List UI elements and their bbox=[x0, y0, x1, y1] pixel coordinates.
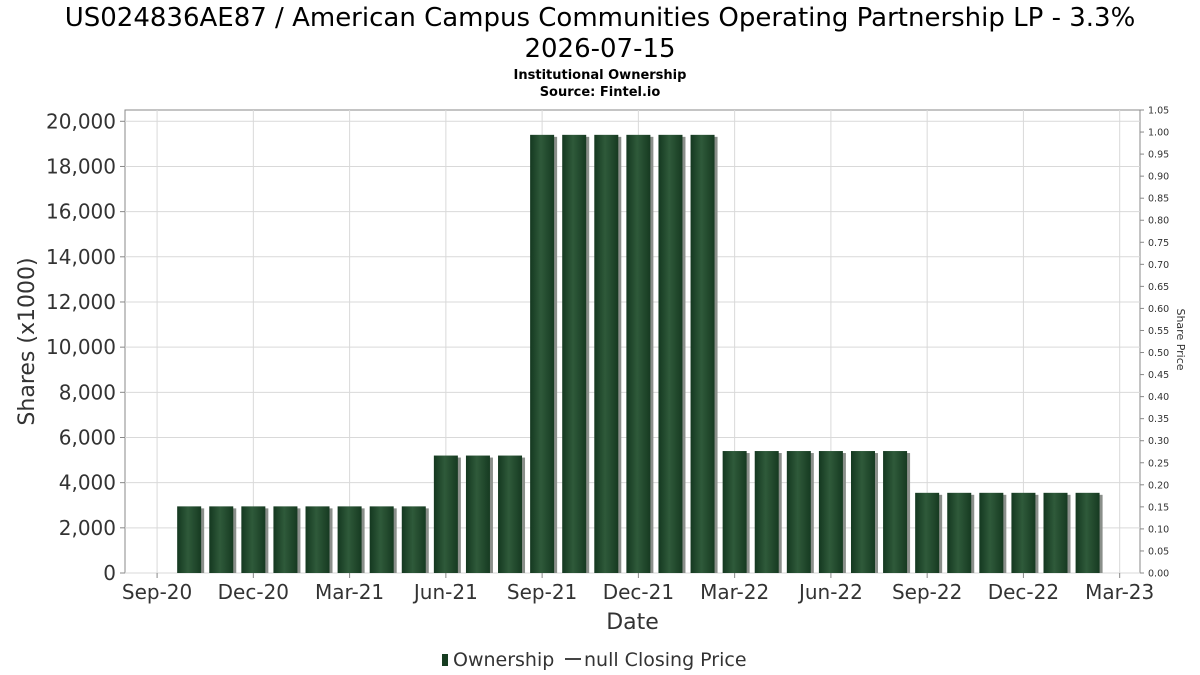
bar bbox=[530, 134, 555, 573]
y2-tick-label: 0.30 bbox=[1148, 436, 1169, 447]
x-tick-label: Dec-21 bbox=[603, 580, 674, 604]
y2-tick-label: 0.05 bbox=[1148, 546, 1169, 557]
bar bbox=[690, 134, 715, 573]
y2-tick-label: 0.20 bbox=[1148, 480, 1169, 491]
bar bbox=[594, 134, 619, 573]
chart-title: US024836AE87 / American Campus Communiti… bbox=[64, 3, 1136, 33]
y2-tick-label: 0.50 bbox=[1148, 348, 1169, 359]
bar bbox=[337, 506, 362, 573]
y-tick-label: 0 bbox=[103, 561, 116, 585]
legend-ownership-swatch bbox=[442, 654, 448, 666]
bar bbox=[722, 451, 747, 573]
y2-axis-label: Share Price bbox=[1174, 308, 1187, 370]
y2-tick-label: 0.25 bbox=[1148, 458, 1169, 469]
legend-ownership-label: Ownership bbox=[453, 649, 554, 671]
y2-tick-label: 0.10 bbox=[1148, 524, 1169, 535]
x-tick-label: Jun-21 bbox=[412, 580, 478, 604]
y2-tick-label: 1.05 bbox=[1148, 106, 1169, 117]
bar bbox=[241, 506, 266, 573]
x-tick-label: Jun-22 bbox=[797, 580, 863, 604]
bar bbox=[433, 455, 458, 573]
y2-tick-label: 0.55 bbox=[1148, 326, 1169, 337]
bar bbox=[305, 506, 330, 573]
bar bbox=[1011, 492, 1036, 573]
x-tick-label: Dec-22 bbox=[988, 580, 1059, 604]
x-tick-label: Mar-21 bbox=[315, 580, 384, 604]
x-tick-label: Mar-22 bbox=[700, 580, 769, 604]
x-tick-label: Sep-20 bbox=[122, 580, 192, 604]
y-tick-label: 12,000 bbox=[46, 290, 116, 314]
bar bbox=[915, 492, 940, 573]
y-axis-label: Shares (x1000) bbox=[15, 257, 40, 425]
bar bbox=[818, 451, 843, 573]
bar bbox=[947, 492, 972, 573]
y2-tick-label: 0.00 bbox=[1148, 569, 1169, 580]
y-tick-label: 4,000 bbox=[59, 471, 116, 495]
y-tick-label: 20,000 bbox=[46, 109, 116, 133]
y-tick-label: 2,000 bbox=[59, 516, 116, 540]
chart-source: Source: Fintel.io bbox=[539, 85, 661, 100]
legend-price-label: null Closing Price bbox=[584, 649, 747, 671]
bar bbox=[369, 506, 394, 573]
bar bbox=[979, 492, 1004, 573]
bar bbox=[754, 451, 779, 573]
y-tick-label: 16,000 bbox=[46, 200, 116, 224]
bar bbox=[273, 506, 298, 573]
bar bbox=[883, 451, 908, 573]
y2-tick-label: 0.15 bbox=[1148, 502, 1169, 513]
y2-tick-label: 0.75 bbox=[1148, 238, 1169, 249]
y2-tick-label: 0.80 bbox=[1148, 216, 1169, 227]
y2-tick-label: 0.40 bbox=[1148, 392, 1169, 403]
x-tick-label: Sep-22 bbox=[892, 580, 962, 604]
y-tick-label: 18,000 bbox=[46, 154, 116, 178]
chart-title-date: 2026-07-15 bbox=[524, 34, 676, 64]
bar bbox=[1075, 492, 1100, 573]
bar bbox=[401, 506, 426, 573]
y2-tick-label: 0.35 bbox=[1148, 414, 1169, 425]
bar bbox=[562, 134, 587, 573]
chart-subtitle: Institutional Ownership bbox=[513, 68, 687, 83]
y-tick-label: 6,000 bbox=[59, 425, 116, 449]
x-tick-label: Dec-20 bbox=[218, 580, 289, 604]
bar bbox=[658, 134, 683, 573]
y-tick-label: 14,000 bbox=[46, 245, 116, 269]
y2-tick-label: 0.45 bbox=[1148, 370, 1169, 381]
bar bbox=[786, 451, 811, 573]
x-tick-label: Mar-23 bbox=[1085, 580, 1154, 604]
y2-tick-label: 1.00 bbox=[1148, 128, 1169, 139]
y2-tick-label: 0.70 bbox=[1148, 260, 1169, 271]
y2-tick-label: 0.60 bbox=[1148, 304, 1169, 315]
bar bbox=[1043, 492, 1068, 573]
y-tick-label: 8,000 bbox=[59, 380, 116, 404]
y-tick-label: 10,000 bbox=[46, 335, 116, 359]
y2-tick-label: 0.65 bbox=[1148, 282, 1169, 293]
x-axis-label: Date bbox=[606, 610, 659, 635]
bar bbox=[177, 506, 202, 573]
bar bbox=[850, 451, 875, 573]
y2-tick-label: 0.90 bbox=[1148, 172, 1169, 183]
y2-tick-label: 0.95 bbox=[1148, 150, 1169, 161]
bar bbox=[465, 455, 490, 573]
y2-tick-label: 0.85 bbox=[1148, 194, 1169, 205]
bar bbox=[626, 134, 651, 573]
x-tick-label: Sep-21 bbox=[507, 580, 577, 604]
bar bbox=[498, 455, 523, 573]
bar bbox=[209, 506, 234, 573]
